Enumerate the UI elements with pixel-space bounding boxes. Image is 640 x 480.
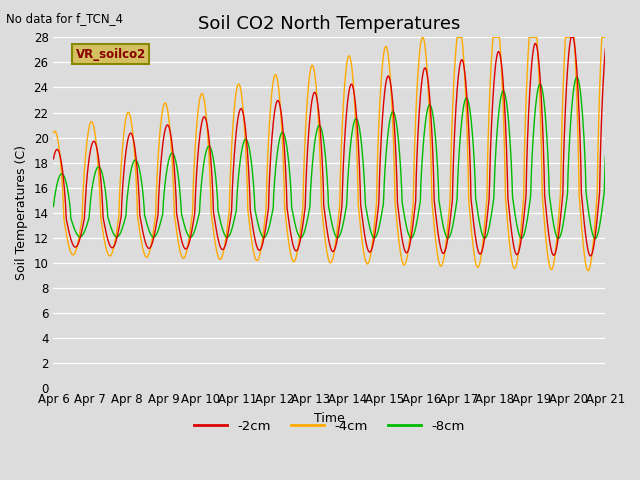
Text: VR_soilco2: VR_soilco2 (76, 48, 146, 61)
Legend: -2cm, -4cm, -8cm: -2cm, -4cm, -8cm (189, 415, 470, 438)
Title: Soil CO2 North Temperatures: Soil CO2 North Temperatures (198, 15, 461, 33)
X-axis label: Time: Time (314, 412, 345, 425)
Text: No data for f_TCN_4: No data for f_TCN_4 (6, 12, 124, 25)
Y-axis label: Soil Temperatures (C): Soil Temperatures (C) (15, 145, 28, 280)
